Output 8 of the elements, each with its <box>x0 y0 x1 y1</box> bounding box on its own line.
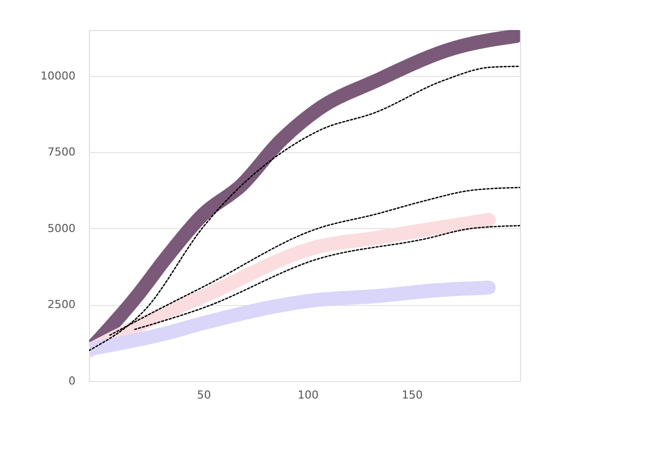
y-tick-label: 2500 <box>48 298 76 312</box>
x-tick-label: 50 <box>197 388 212 402</box>
y-tick-label: 10000 <box>40 69 76 82</box>
y-tick-label: 7500 <box>48 146 76 159</box>
x-tick-label: 100 <box>298 388 319 402</box>
y-tick-label: 5000 <box>48 222 76 235</box>
x-tick-label: 150 <box>402 388 423 402</box>
y-tick-label: 0 <box>68 374 76 388</box>
